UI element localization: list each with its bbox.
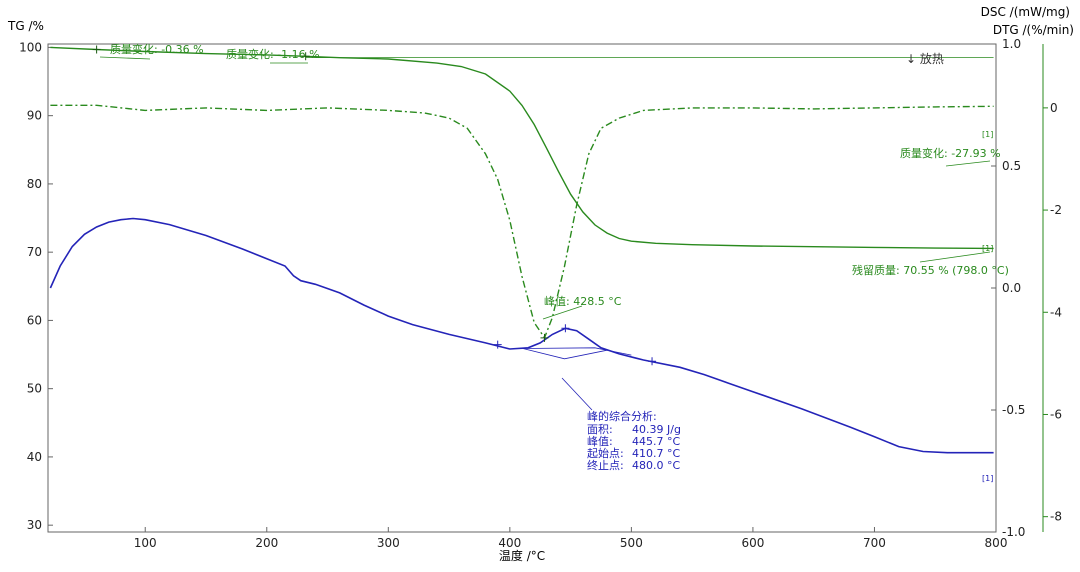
- point-marker: [561, 324, 570, 333]
- x-tick-label: 200: [255, 536, 278, 550]
- integration-endset-value: 480.0 °C: [632, 459, 680, 472]
- marker-tg: [1]: [982, 244, 993, 253]
- dsc-baseline-1: [522, 348, 608, 360]
- tg-tick-label: 70: [27, 245, 42, 259]
- dsc-tick-label: -0.5: [1002, 403, 1025, 417]
- x-tick-label: 700: [863, 536, 886, 550]
- mass-change-label-3: 质量变化: -27.93 %: [900, 146, 1001, 160]
- dsc-tick-label: -1.0: [1002, 525, 1025, 539]
- tg-curve: [50, 46, 994, 250]
- x-tick-label: 400: [498, 536, 521, 550]
- dsc-curve: [49, 217, 994, 454]
- marker-dsc: [1]: [982, 474, 993, 483]
- dsc-integration-baselines: [522, 347, 632, 360]
- dsc-tick-label: 1.0: [1002, 37, 1021, 51]
- exo-direction-label: ↓ 放热: [906, 51, 944, 66]
- tg-tick-label: 40: [27, 450, 42, 464]
- dtg-tick-label: 0: [1050, 101, 1058, 115]
- integration-peak-key: 峰值:: [587, 435, 613, 448]
- point-marker: [301, 52, 310, 61]
- marker-tg-upper: [1]: [982, 130, 993, 139]
- x-tick-label: 600: [741, 536, 764, 550]
- residual-mass-label: 残留质量: 70.55 % (798.0 °C): [852, 263, 1009, 277]
- dsc-tick-label: 0.0: [1002, 281, 1021, 295]
- dtg-tick-label: -8: [1050, 510, 1062, 524]
- dtg-tick-label: -4: [1050, 305, 1062, 319]
- tg-axis-title: TG /%: [7, 19, 44, 33]
- axis-ticks: 100 200 300 400 500 600 700 800 30 40 50 60 70 80 90 10…: [19, 37, 1062, 550]
- dtg-curve: [50, 104, 994, 340]
- integration-peak-value: 445.7 °C: [632, 435, 680, 448]
- tg-tick-label: 30: [27, 518, 42, 532]
- tg-tick-label: 80: [27, 177, 42, 191]
- dsc-integration-result: 峰的综合分析: 面积: 40.39 J/g 峰值: 445.7 °C 起始点: …: [561, 377, 681, 472]
- tg-tick-label: 60: [27, 313, 42, 327]
- dsc-tick-label: 0.5: [1002, 159, 1021, 173]
- tg-tick-label: 90: [27, 109, 42, 123]
- tg-tick-label: 100: [19, 40, 42, 54]
- integration-area-key: 面积:: [587, 423, 613, 436]
- point-marker: [92, 45, 101, 54]
- dsc-axis-title: DSC /(mW/mg): [981, 5, 1070, 19]
- integration-endset-key: 终止点:: [587, 458, 624, 472]
- x-axis-title: 温度 /°C: [499, 548, 545, 563]
- plot-frame: [47, 43, 997, 533]
- x-tick-label: 300: [377, 536, 400, 550]
- x-tick-label: 100: [134, 536, 157, 550]
- x-tick-label: 500: [620, 536, 643, 550]
- point-marker: [648, 357, 657, 366]
- mass-change-label-2: 质量变化: -1.16 %: [226, 47, 320, 61]
- annotations: 质量变化: -0.36 % 质量变化: -1.16 % ↓ 放热 质量变化: -…: [99, 42, 1009, 483]
- integration-onset-key: 起始点:: [587, 446, 624, 460]
- tg-tick-label: 50: [27, 382, 42, 396]
- point-marker: [540, 333, 549, 342]
- integration-area-value: 40.39 J/g: [632, 423, 681, 436]
- dtg-tick-label: -6: [1050, 407, 1062, 421]
- integration-title: 峰的综合分析:: [587, 409, 657, 423]
- x-tick-label: 800: [985, 536, 1008, 550]
- dtg-peak-label: 峰值: 428.5 °C: [544, 295, 622, 308]
- mass-change-label-1: 质量变化: -0.36 %: [110, 42, 204, 56]
- dtg-axis-title: DTG /(%/min): [993, 23, 1074, 37]
- dtg-tick-label: -2: [1050, 203, 1062, 217]
- dsc-baseline-2: [522, 347, 632, 356]
- point-marker: [493, 340, 502, 349]
- curves: [49, 45, 994, 454]
- integration-onset-value: 410.7 °C: [632, 447, 680, 460]
